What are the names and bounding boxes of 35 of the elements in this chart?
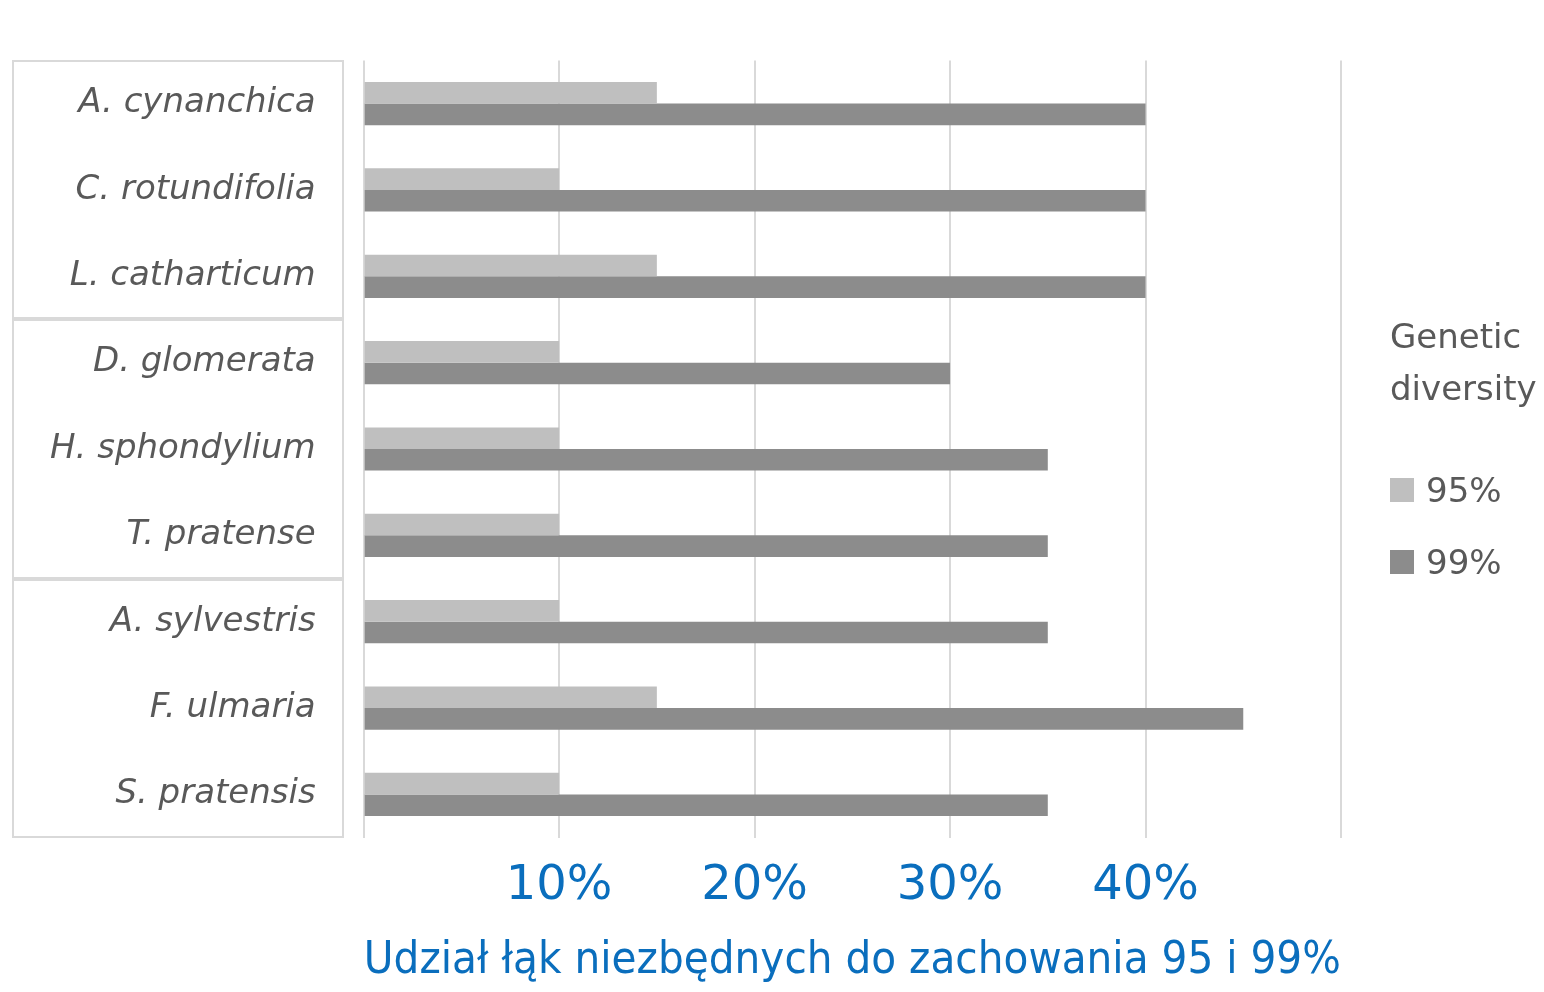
legend-title: Genetic diversity (1390, 315, 1538, 410)
y-tick-label: A. cynanchica (76, 80, 316, 121)
y-tick-label: A. sylvestris (107, 598, 316, 639)
bar (364, 686, 657, 709)
bar (364, 772, 560, 795)
bar (364, 535, 1048, 557)
bar (364, 168, 560, 190)
bar (364, 81, 657, 104)
x-tick-label: 30% (896, 853, 1004, 910)
y-tick-label: H. sphondylium (49, 425, 316, 466)
y-tick-label: C. rotundifolia (75, 166, 316, 207)
y-tick-label: F. ulmaria (149, 684, 316, 725)
bar (364, 427, 560, 449)
x-tick-label: 10% (505, 853, 613, 910)
bar (364, 103, 1146, 126)
legend-label: 95% (1426, 470, 1502, 510)
bar (364, 794, 1048, 817)
bar (364, 708, 1244, 730)
bar (364, 513, 560, 536)
y-tick-label: L. catharticum (69, 253, 316, 294)
bar (364, 621, 1048, 644)
legend-label: 99% (1426, 542, 1502, 582)
y-tick-label: D. glomerata (92, 339, 316, 380)
y-tick-label: S. pratensis (115, 771, 316, 812)
x-tick-label: 40% (1092, 853, 1199, 910)
bar (364, 449, 1048, 471)
x-axis-title: Udział łąk niezbędnych do zachowania 95 i 99% (363, 932, 1341, 984)
bar (364, 254, 657, 277)
bar (364, 600, 560, 622)
bar (364, 189, 1146, 212)
bar (364, 362, 951, 385)
x-tick-label: 20% (701, 853, 808, 910)
bar (364, 276, 1146, 298)
y-tick-label: T. pratense (126, 512, 316, 553)
bar (364, 341, 560, 363)
